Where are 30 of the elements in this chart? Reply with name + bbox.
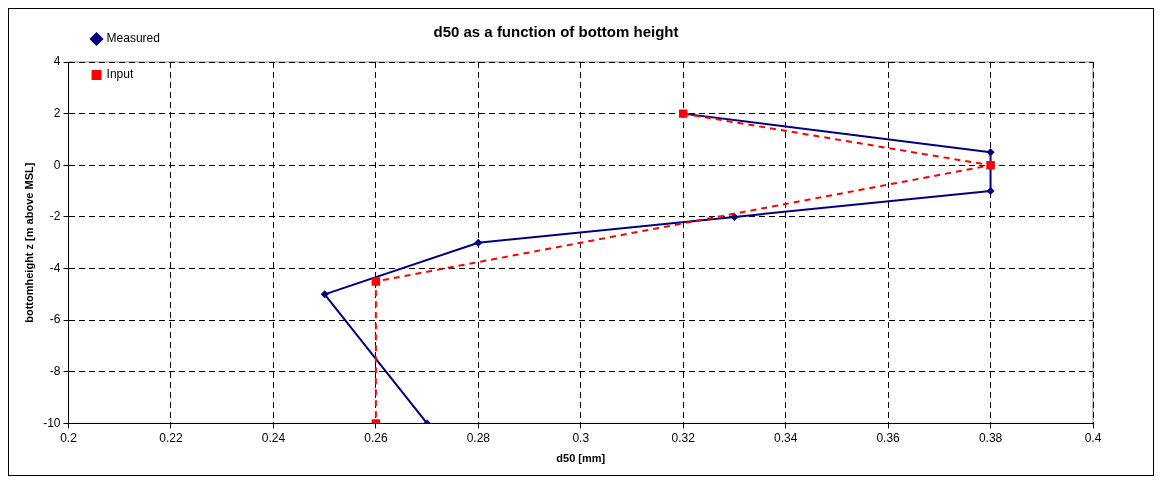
legend-label: Measured bbox=[106, 31, 160, 46]
point bbox=[986, 187, 995, 196]
x-tick-label: 0.32 bbox=[671, 430, 696, 445]
legend-label: Input bbox=[106, 67, 134, 82]
y-tick-label: 4 bbox=[53, 54, 61, 69]
x-tick-label: 0.4 bbox=[1084, 430, 1102, 445]
x-tick-label: 0.2 bbox=[60, 430, 78, 445]
x-tick-label: 0.38 bbox=[978, 430, 1003, 445]
point bbox=[986, 161, 995, 170]
point bbox=[986, 148, 995, 157]
chart-title: d50 as a function of bottom height bbox=[433, 23, 679, 41]
x-axis-title: d50 [mm] bbox=[556, 452, 606, 465]
y-tick-label: -8 bbox=[49, 364, 61, 379]
x-tick-label: 0.28 bbox=[466, 430, 491, 445]
x-tick-label: 0.26 bbox=[364, 430, 388, 445]
y-tick-label: -2 bbox=[49, 209, 61, 224]
x-tick-label: 0.3 bbox=[572, 430, 590, 445]
point bbox=[320, 290, 329, 299]
point bbox=[474, 238, 483, 247]
x-tick-label: 0.22 bbox=[159, 430, 183, 445]
y-axis-title: bottomheight z [m above MSL] bbox=[22, 162, 35, 323]
y-tick-label: -10 bbox=[43, 415, 61, 430]
y-tick-label: 2 bbox=[53, 105, 61, 120]
x-tick-label: 0.36 bbox=[876, 430, 901, 445]
y-tick-label: -6 bbox=[49, 312, 61, 327]
y-tick-label: 0 bbox=[53, 157, 61, 172]
y-tick-label: -4 bbox=[49, 260, 61, 275]
x-tick-label: 0.34 bbox=[773, 430, 798, 445]
x-tick-label: 0.24 bbox=[261, 430, 286, 445]
point bbox=[371, 277, 381, 286]
